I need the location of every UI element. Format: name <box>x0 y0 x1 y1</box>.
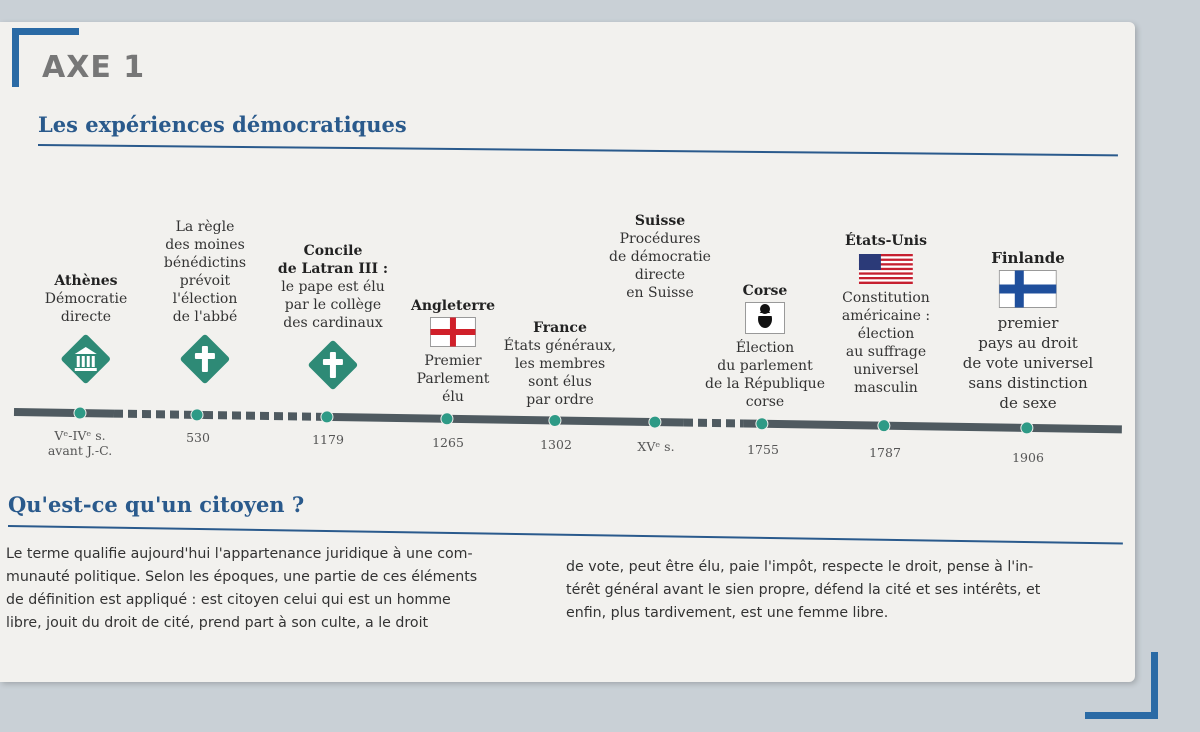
event-suisse: Suisse Procédures de démocratie directe … <box>609 212 711 302</box>
text-line: térêt général avant le sien propre, défe… <box>566 582 1041 598</box>
date-label: 1787 <box>869 445 901 460</box>
paragraph-column-1: Le terme qualifie aujourd'hui l'apparten… <box>6 543 546 635</box>
event-line: de démocratie <box>609 249 711 265</box>
temple-icon <box>59 332 113 391</box>
event-line: prévoit <box>179 273 231 289</box>
event-heading: Suisse <box>634 213 686 229</box>
date-label: 1906 <box>1012 450 1044 465</box>
event-line: les membres <box>514 356 606 372</box>
event-line: directe <box>60 309 112 325</box>
event-line: Parlement <box>416 371 490 387</box>
event-line: États généraux, <box>503 338 617 354</box>
event-benedictins: La règle des moines bénédictins prévoit … <box>164 218 246 391</box>
england-flag-icon <box>430 317 476 352</box>
timeline-dot <box>648 415 662 429</box>
timeline-dot <box>877 419 891 433</box>
date-label: 530 <box>186 430 210 445</box>
text-line: munauté politique. Selon les époques, un… <box>6 569 478 585</box>
event-line: sans distinction <box>968 374 1088 392</box>
corsica-flag-icon <box>745 302 785 339</box>
event-heading: Athènes <box>54 273 118 289</box>
event-line: des cardinaux <box>283 315 383 331</box>
date-label: 1179 <box>312 432 344 447</box>
event-line: l'élection <box>172 291 238 307</box>
event-heading: Angleterre <box>410 298 496 314</box>
event-line: en Suisse <box>626 285 694 301</box>
event-heading: de Latran III : <box>277 261 389 277</box>
event-line: de sexe <box>999 394 1057 412</box>
event-latran: Concile de Latran III : le pape est élu … <box>278 242 388 397</box>
text-line: de vote, peut être élu, paie l'impôt, re… <box>566 559 1034 575</box>
usa-flag-icon <box>859 254 913 289</box>
event-line: par le collège <box>284 297 382 313</box>
event-line: de la République <box>705 376 825 392</box>
event-corse: Corse Élection du parlement de la Républ… <box>705 282 825 411</box>
timeline-dot <box>755 417 769 431</box>
text-line: de définition est appliqué : est citoyen… <box>6 592 451 608</box>
cross-icon <box>306 338 360 397</box>
section-title: Les expériences démocratiques <box>38 112 407 137</box>
event-heading: États-Unis <box>845 233 927 249</box>
text-line: Le terme qualifie aujourd'hui l'apparten… <box>6 546 473 562</box>
event-line: corse <box>745 394 785 410</box>
event-athenes: Athènes Démocratie directe <box>45 272 127 391</box>
event-line: directe <box>634 267 686 283</box>
event-line: de vote universel <box>962 354 1094 372</box>
event-line: Démocratie <box>44 291 128 307</box>
event-line: des moines <box>165 237 245 253</box>
event-line: Constitution <box>842 290 930 306</box>
event-line: masculin <box>854 380 918 396</box>
text-line: libre, jouit du droit de cité, prend par… <box>6 615 429 631</box>
event-line: pays au droit <box>978 334 1078 352</box>
event-line: par ordre <box>526 392 594 408</box>
event-line: élection <box>857 326 915 342</box>
text-line: enfin, plus tardivement, est une femme l… <box>566 605 889 621</box>
event-line: premier <box>997 314 1059 332</box>
event-etats-unis: États-Unis Constitution américaine : éle… <box>842 232 930 397</box>
event-line: élu <box>442 389 464 405</box>
paragraph-column-2: de vote, peut être élu, paie l'impôt, re… <box>566 556 1126 625</box>
event-line: universel <box>853 362 919 378</box>
event-line: du parlement <box>717 358 813 374</box>
date-label: 1755 <box>747 442 779 457</box>
date-label: 1265 <box>432 435 464 450</box>
event-line: sont élus <box>528 374 592 390</box>
event-heading: Finlande <box>991 249 1065 267</box>
date-label: 1302 <box>540 437 572 452</box>
event-line: le pape est élu <box>281 279 385 295</box>
timeline-dot <box>1020 421 1034 435</box>
event-line: au suffrage <box>845 344 927 360</box>
event-heading: Concile <box>303 243 363 259</box>
event-angleterre: Angleterre Premier Parlement élu <box>411 297 495 406</box>
event-line: La règle <box>175 219 235 235</box>
corner-decoration-bottom-right <box>1085 652 1158 719</box>
event-line: de l'abbé <box>172 309 238 325</box>
event-heading: France <box>533 320 587 336</box>
event-france: France États généraux, les membres sont … <box>504 319 616 409</box>
axe-title: AXE 1 <box>42 50 146 85</box>
event-heading: Corse <box>742 283 788 299</box>
event-finlande: Finlande premier pays au droit de vote u… <box>963 248 1093 413</box>
question-title: Qu'est-ce qu'un citoyen ? <box>8 492 305 517</box>
event-line: bénédictins <box>163 255 247 271</box>
finland-flag-icon <box>999 270 1057 313</box>
event-line: Premier <box>424 353 482 369</box>
timeline-dot <box>548 413 562 428</box>
event-line: américaine : <box>841 308 931 324</box>
date-label: Vᵉ-IVᵉ s. avant J.-C. <box>47 428 113 458</box>
event-line: Élection <box>735 340 795 356</box>
cross-icon <box>178 332 232 391</box>
date-label: XVᵉ s. <box>637 439 675 454</box>
corner-decoration-top-left <box>12 28 79 87</box>
event-line: Procédures <box>619 231 701 247</box>
